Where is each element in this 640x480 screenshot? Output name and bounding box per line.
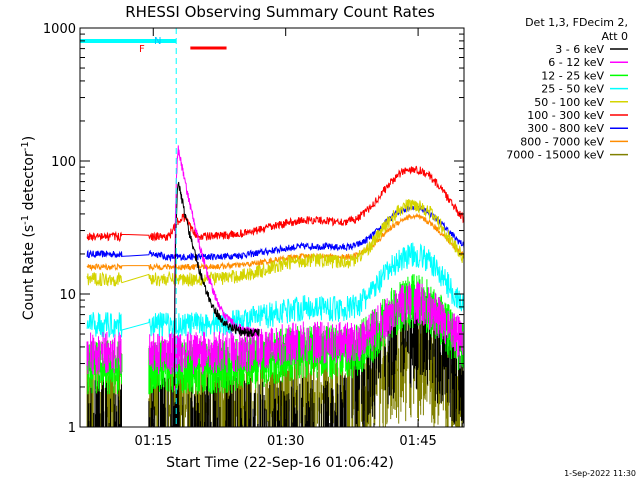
series-line	[86, 242, 464, 338]
legend-entry-label: 50 - 100 keV	[534, 96, 604, 109]
series-line	[174, 181, 260, 386]
series-layer	[86, 145, 464, 427]
series-line	[86, 212, 464, 272]
y-tick-label: 100	[51, 155, 76, 170]
legend-entry-label: 25 - 50 keV	[541, 83, 604, 96]
legend-entry-label: 800 - 7000 keV	[520, 135, 604, 148]
x-axis-label: Start Time (22-Sep-16 01:06:42)	[166, 455, 394, 471]
legend-header-line-1: Det 1,3, FDecim 2,	[525, 16, 628, 29]
series-line	[86, 199, 464, 288]
x-tick-label: 01:45	[399, 434, 436, 449]
legend-entry-label: 3 - 6 keV	[555, 43, 604, 56]
x-axis-ticks: 01:15 01:30 01:45	[108, 28, 463, 449]
generation-timestamp: 1-Sep-2022 11:30	[564, 469, 636, 478]
series-line	[86, 165, 464, 243]
y-tick-label: 1	[68, 421, 76, 436]
legend-entry-label: 7000 - 15000 keV	[506, 149, 604, 162]
y-axis-label-main: Count Rate (s	[21, 225, 37, 320]
y-axis-label: Count Rate (s-1 detector-1)	[20, 136, 37, 320]
y-axis-label-end: )	[21, 136, 37, 141]
legend-entry-label: 100 - 300 keV	[527, 109, 604, 122]
y-axis-ticks: 1 10 100 1000	[43, 22, 464, 436]
x-tick-label: 01:15	[135, 434, 172, 449]
y-axis-label-sup2: -1	[20, 141, 31, 151]
legend-entry-label: 6 - 12 keV	[548, 56, 604, 69]
chart-title: RHESSI Observing Summary Count Rates	[125, 3, 435, 21]
y-axis-label-mid: detector	[21, 151, 37, 215]
state-flags	[80, 28, 227, 427]
flag-n-label: N	[154, 36, 161, 47]
x-tick-label: 01:30	[267, 434, 304, 449]
y-axis-label-sup1: -1	[20, 215, 31, 225]
plot-content	[80, 28, 464, 427]
legend-entry-label: 12 - 25 keV	[541, 69, 604, 82]
legend-header-line-2: Att 0	[602, 30, 628, 43]
y-tick-label: 10	[59, 288, 76, 303]
series-line	[86, 281, 464, 375]
flag-f-label: F	[139, 44, 145, 55]
series-line	[174, 145, 260, 390]
plot-frame	[79, 27, 465, 428]
series-line	[86, 202, 464, 263]
y-tick-label: 1000	[43, 22, 76, 37]
legend-entry-label: 300 - 800 keV	[527, 122, 604, 135]
